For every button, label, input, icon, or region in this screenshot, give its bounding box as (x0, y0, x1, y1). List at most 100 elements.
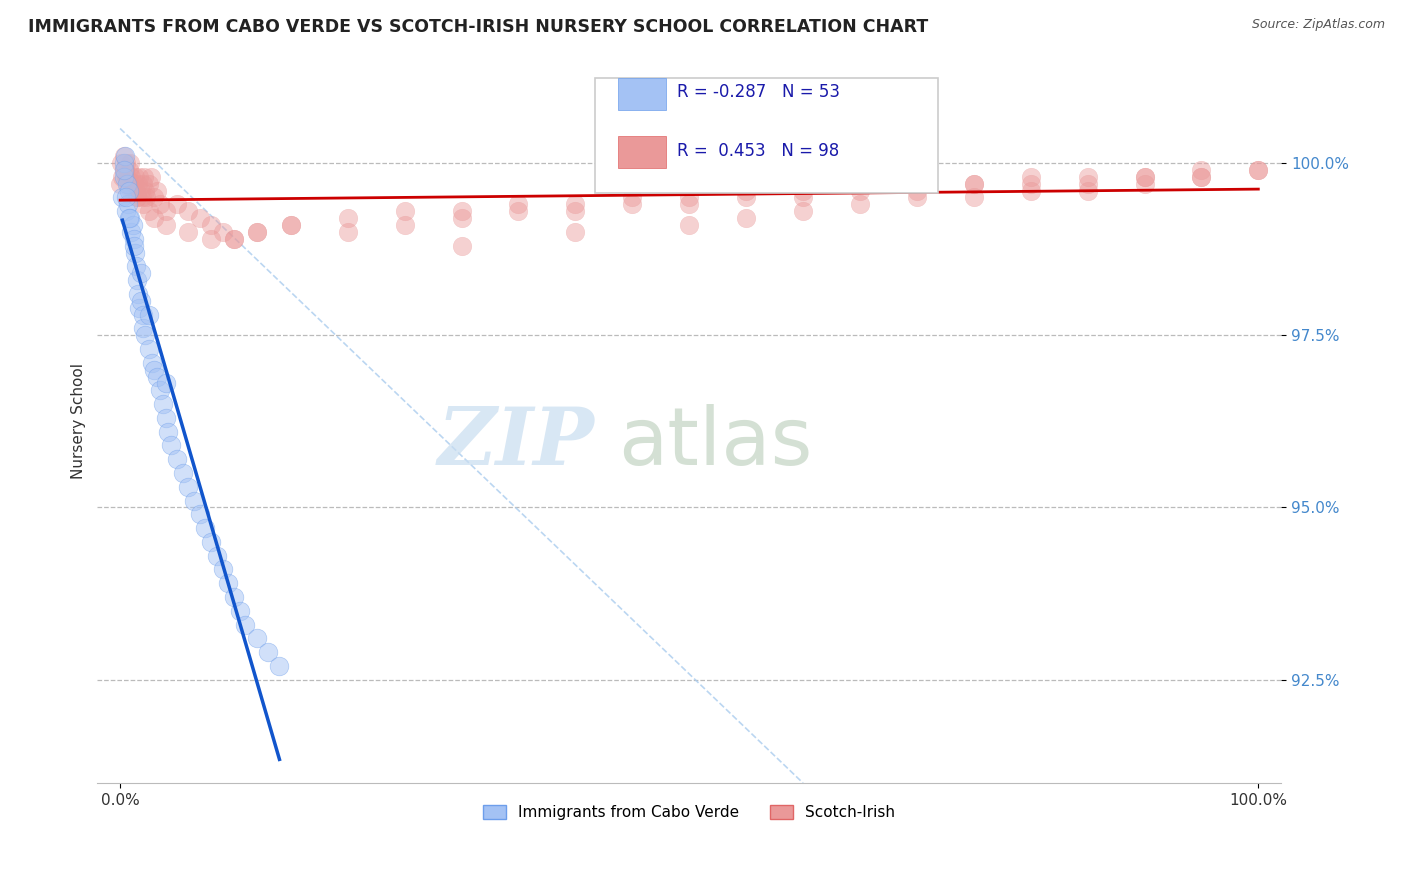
Point (257, 645, 280, 659)
Point (139, 169, 162, 184)
Point (792, 190, 814, 204)
Point (129, 184, 152, 198)
Point (394, 204, 416, 219)
Text: R = -0.287   N = 53: R = -0.287 N = 53 (678, 83, 841, 101)
Point (112, 162, 135, 177)
Point (122, 232, 145, 246)
Point (111, 169, 134, 184)
Point (122, 177, 145, 191)
Point (121, 184, 143, 198)
Point (200, 218, 222, 232)
Y-axis label: Nursery School: Nursery School (72, 363, 86, 479)
Point (217, 576, 239, 591)
Point (111, 190, 134, 204)
Point (112, 162, 135, 177)
Point (114, 162, 136, 177)
Point (200, 535, 222, 549)
Point (508, 197, 530, 211)
Point (211, 225, 233, 239)
Point (138, 342, 160, 356)
Point (1133, 169, 1156, 184)
Point (155, 376, 177, 391)
Point (222, 232, 245, 246)
Point (194, 521, 217, 535)
Point (188, 508, 211, 522)
Point (450, 211, 472, 225)
Point (155, 410, 177, 425)
Point (155, 218, 177, 232)
Point (132, 177, 155, 191)
Point (115, 177, 138, 191)
Point (145, 369, 167, 384)
Point (246, 225, 269, 239)
Point (143, 190, 166, 204)
Point (112, 149, 135, 163)
Legend: Immigrants from Cabo Verde, Scotch-Irish: Immigrants from Cabo Verde, Scotch-Irish (477, 798, 901, 826)
Point (849, 197, 872, 211)
Point (183, 493, 205, 508)
Point (905, 190, 928, 204)
Point (678, 190, 700, 204)
Point (1189, 162, 1212, 177)
Point (127, 190, 149, 204)
Point (177, 225, 200, 239)
Point (143, 362, 166, 376)
Point (143, 211, 166, 225)
Point (114, 204, 136, 219)
Bar (619, 136, 665, 168)
Point (128, 301, 150, 315)
Point (246, 225, 269, 239)
Point (849, 177, 872, 191)
Point (155, 204, 177, 219)
Point (120, 211, 142, 225)
Point (132, 169, 155, 184)
Point (564, 204, 586, 219)
Point (124, 245, 146, 260)
Point (166, 452, 188, 467)
Point (849, 184, 872, 198)
Point (205, 549, 228, 563)
Point (735, 190, 758, 204)
Point (114, 169, 136, 184)
Point (138, 204, 160, 219)
Point (134, 184, 156, 198)
Point (108, 177, 131, 191)
Point (735, 184, 758, 198)
Point (188, 211, 211, 225)
Point (125, 184, 148, 198)
Point (121, 218, 143, 232)
Point (127, 190, 149, 204)
Point (120, 156, 142, 170)
Point (508, 204, 530, 219)
Point (200, 232, 222, 246)
Point (138, 177, 160, 191)
Point (132, 197, 155, 211)
Point (678, 197, 700, 211)
Text: R =  0.453   N = 98: R = 0.453 N = 98 (678, 143, 839, 161)
Point (138, 308, 160, 322)
Text: ZIP: ZIP (437, 404, 595, 482)
Point (564, 225, 586, 239)
Point (233, 617, 256, 632)
Point (121, 184, 143, 198)
Point (280, 218, 302, 232)
Point (1019, 177, 1042, 191)
Text: IMMIGRANTS FROM CABO VERDE VS SCOTCH-IRISH NURSERY SCHOOL CORRELATION CHART: IMMIGRANTS FROM CABO VERDE VS SCOTCH-IRI… (28, 18, 928, 36)
Point (127, 273, 149, 287)
Point (621, 190, 644, 204)
Point (905, 184, 928, 198)
Point (336, 211, 359, 225)
Point (963, 177, 986, 191)
Point (152, 397, 174, 411)
Point (336, 225, 359, 239)
Point (129, 293, 152, 308)
Point (145, 184, 167, 198)
Point (246, 632, 269, 646)
Point (1133, 169, 1156, 184)
Point (114, 190, 136, 204)
Point (450, 204, 472, 219)
Text: atlas: atlas (619, 404, 813, 482)
Point (127, 286, 149, 301)
Point (1133, 177, 1156, 191)
Point (211, 562, 233, 576)
